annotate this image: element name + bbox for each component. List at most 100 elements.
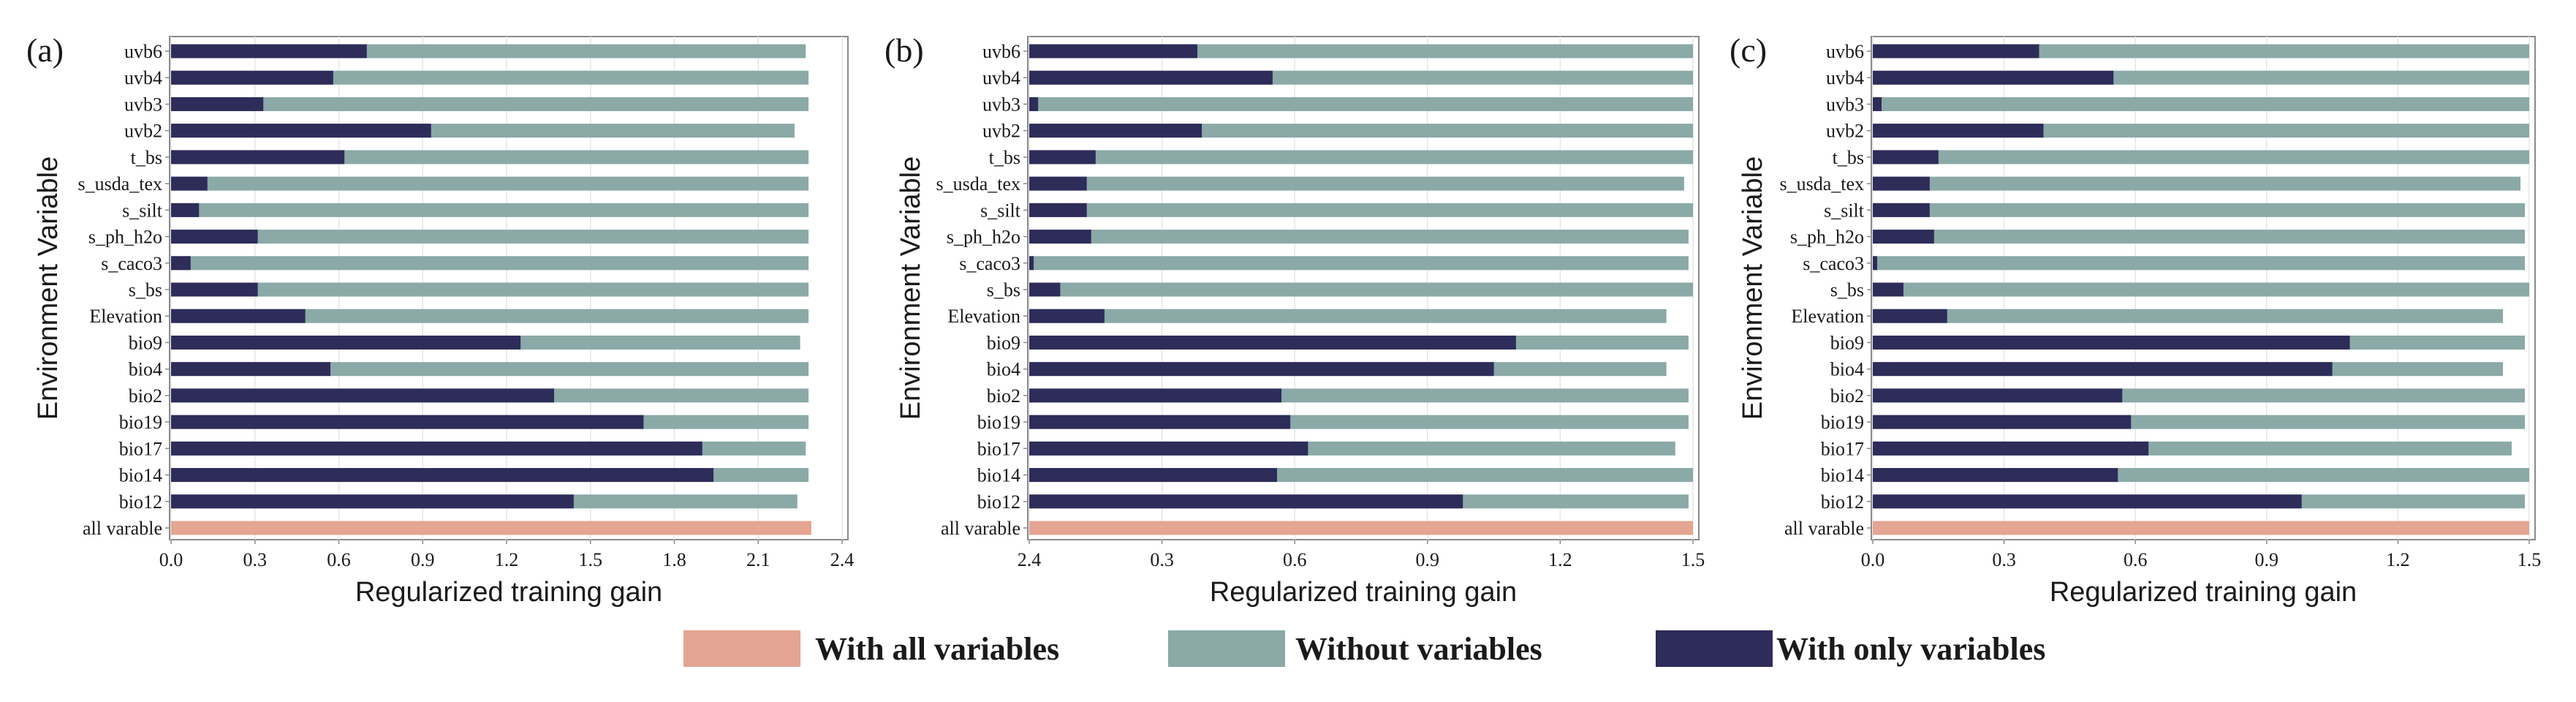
bar-only-Elevation (171, 309, 306, 323)
bar-only-bio9 (1029, 335, 1516, 350)
x-tick-label: 1.5 (2518, 549, 2542, 570)
y-axis-title: Environment Variable (895, 156, 926, 420)
x-tick-label: 0.0 (159, 549, 183, 570)
x-tick-label: 0.3 (1150, 549, 1174, 570)
bar-without-t_bs (1029, 150, 1693, 165)
bar-only-bio14 (171, 468, 714, 483)
bar-only-bio2 (171, 388, 555, 403)
category-label: s_bs (1830, 279, 1864, 301)
x-tick-label: 0.9 (411, 549, 435, 570)
category-label: bio17 (119, 438, 162, 459)
x-tick-label: 0.9 (1416, 549, 1440, 570)
category-label: s_silt (1824, 200, 1865, 221)
bar-only-bio2 (1873, 388, 2123, 403)
bar-without-s_usda_tex (1029, 176, 1684, 191)
category-label: bio19 (1821, 412, 1864, 433)
category-label: uvb6 (124, 41, 162, 62)
bar-only-bio4 (1873, 362, 2333, 377)
category-label: uvb6 (1826, 41, 1864, 62)
category-label: s_bs (987, 279, 1020, 301)
x-tick-label: 1.2 (495, 549, 519, 570)
bar-only-uvb3 (171, 97, 264, 111)
category-label: Elevation (947, 306, 1020, 327)
category-label: bio4 (129, 359, 162, 380)
y-axis-title: Environment Variable (1738, 156, 1768, 420)
bar-only-bio2 (1029, 388, 1282, 403)
bar-only-bio17 (1029, 441, 1308, 456)
bar-only-t_bs (171, 150, 345, 165)
category-label: uvb3 (124, 94, 162, 115)
bar-only-uvb6 (1873, 44, 2039, 58)
category-label: s_caco3 (959, 253, 1020, 274)
bar-only-bio19 (1873, 415, 2132, 429)
bar-only-bio14 (1029, 468, 1277, 483)
bar-without-Elevation (171, 309, 809, 323)
bar-without-s_caco3 (1029, 256, 1689, 271)
bar-only-bio4 (171, 362, 331, 377)
bar-only-s_usda_tex (1873, 176, 1930, 191)
legend-label-all: With all variables (815, 631, 1059, 667)
bar-only-uvb2 (1029, 124, 1202, 138)
x-axis-title: Regularized training gain (1210, 577, 1517, 608)
category-label: s_caco3 (1803, 253, 1864, 274)
bar-only-t_bs (1873, 150, 1939, 165)
legend-swatch-only (1656, 630, 1773, 667)
bar-without-uvb3 (1029, 97, 1693, 111)
bar-without-s_silt (171, 203, 809, 217)
category-label: bio14 (119, 465, 162, 486)
x-tick-label: 1.5 (579, 549, 603, 570)
bar-only-uvb6 (171, 44, 367, 58)
bar-without-s_ph_h2o (171, 230, 809, 244)
chart-panel-1: uvb6 uvb4 uvb3 uvb2 t_bs s_usda_tex s_silt s_ph… (26, 31, 854, 608)
category-label: bio9 (1830, 332, 1864, 353)
category-label: bio4 (1830, 359, 1864, 380)
category-label: uvb2 (982, 121, 1020, 142)
category-label: uvb3 (982, 94, 1020, 115)
bar-all-all varable (1873, 521, 2529, 535)
bar-without-Elevation (1873, 309, 2504, 323)
bar-without-s_usda_tex (1873, 176, 2521, 191)
category-label: s_caco3 (101, 253, 162, 274)
category-label: uvb4 (124, 67, 162, 88)
category-label: bio19 (977, 412, 1020, 433)
category-label: bio12 (1821, 491, 1864, 513)
bar-only-uvb3 (1029, 97, 1039, 111)
category-label: s_ph_h2o (88, 227, 162, 248)
x-tick-label: 0.9 (2255, 549, 2279, 570)
category-label: bio17 (1821, 438, 1864, 459)
bar-all-all varable (1029, 521, 1693, 535)
legend-swatch-all (683, 630, 800, 667)
category-label: t_bs (131, 147, 162, 168)
bar-only-uvb6 (1029, 44, 1198, 58)
bar-without-uvb3 (1873, 97, 2529, 111)
x-tick-label: 1.2 (1548, 549, 1572, 570)
legend-label-without: Without variables (1295, 631, 1542, 667)
category-label: bio4 (987, 359, 1020, 380)
chart-panel-3: uvb6 uvb4 uvb3 uvb2 t_bs s_usda_tex s_silt s_ph… (1730, 31, 2541, 608)
category-label: s_silt (980, 200, 1021, 221)
category-label: s_usda_tex (77, 173, 162, 195)
category-label: t_bs (1833, 147, 1864, 168)
x-tick-label: 0.0 (1861, 549, 1885, 570)
category-label: s_ph_h2o (1790, 227, 1864, 248)
category-label: bio12 (119, 491, 162, 513)
x-tick-label: 2.4 (830, 549, 855, 570)
bar-only-uvb3 (1873, 97, 1882, 111)
bar-only-uvb4 (171, 70, 333, 85)
x-tick-label: 1.2 (2386, 549, 2410, 570)
bar-only-s_caco3 (1029, 256, 1034, 271)
category-label: uvb3 (1826, 94, 1864, 115)
bar-only-bio14 (1873, 468, 2118, 483)
bar-only-s_bs (1873, 282, 1903, 297)
bar-only-s_caco3 (1873, 256, 1877, 271)
bar-without-uvb3 (171, 97, 809, 111)
bar-only-bio12 (1873, 494, 2302, 509)
bar-without-s_caco3 (1873, 256, 2526, 271)
bar-without-s_silt (1029, 203, 1693, 217)
category-label: uvb6 (982, 41, 1020, 62)
category-label: bio2 (987, 385, 1020, 407)
bar-without-s_silt (1873, 203, 2526, 217)
category-label: bio9 (129, 332, 162, 353)
category-label: s_silt (122, 200, 163, 221)
x-axis-title: Regularized training gain (2050, 577, 2357, 608)
